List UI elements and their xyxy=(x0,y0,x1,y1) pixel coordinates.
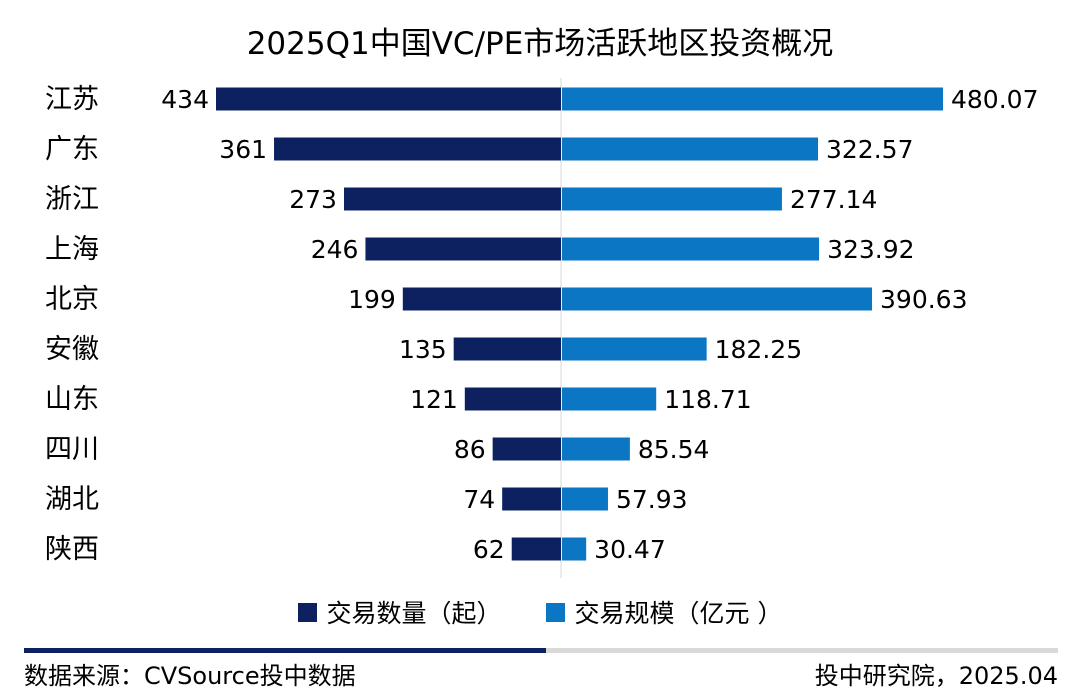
category-label: 北京 xyxy=(45,284,99,315)
bar-amount xyxy=(562,87,943,111)
bar-amount xyxy=(562,487,608,511)
legend-swatch-count xyxy=(297,602,317,622)
category-label: 山东 xyxy=(45,384,99,415)
legend-label-count: 交易数量（起） xyxy=(326,599,502,628)
bar-amount xyxy=(562,437,630,461)
data-label-count: 361 xyxy=(219,135,267,164)
data-label-count: 135 xyxy=(399,335,447,364)
chart-title: 2025Q1中国VC/PE市场活跃地区投资概况 xyxy=(246,26,834,62)
bar-count xyxy=(453,337,561,361)
legend-item-count: 交易数量（起） xyxy=(297,594,502,630)
data-label-amount: 57.93 xyxy=(616,485,688,514)
data-label-count: 74 xyxy=(463,485,495,514)
bar-amount xyxy=(562,537,587,561)
bar-count xyxy=(274,137,561,161)
legend-item-amount: 交易规模（亿元 ） xyxy=(545,594,783,630)
data-label-count: 434 xyxy=(161,85,209,114)
category-label: 广东 xyxy=(45,134,99,165)
data-label-amount: 322.57 xyxy=(826,135,913,164)
diverging-bar-chart: 江苏 434 480.07 广东 361 322.57 浙江 273 277.14 上海 246 32… xyxy=(45,78,1038,578)
category-label: 浙江 xyxy=(45,184,99,215)
footer-divider-dark xyxy=(24,648,546,653)
data-label-count: 62 xyxy=(473,535,505,564)
category-label: 四川 xyxy=(45,434,99,465)
data-label-count: 273 xyxy=(289,185,337,214)
bar-amount xyxy=(562,237,820,261)
data-label-amount: 182.25 xyxy=(715,335,802,364)
data-label-amount: 277.14 xyxy=(790,185,877,214)
bar-count xyxy=(402,287,561,311)
data-label-amount: 480.07 xyxy=(951,85,1038,114)
bar-count xyxy=(343,187,561,211)
data-label-amount: 30.47 xyxy=(594,535,666,564)
footer-divider-light xyxy=(546,648,1058,653)
data-label-count: 121 xyxy=(410,385,458,414)
source-note: 数据来源：CVSource投中数据 xyxy=(24,662,356,690)
bar-amount xyxy=(562,387,657,411)
bar-count xyxy=(464,387,561,411)
bar-count xyxy=(216,87,561,111)
category-label: 湖北 xyxy=(45,484,99,515)
legend-swatch-amount xyxy=(545,602,565,622)
bar-count xyxy=(492,437,561,461)
data-label-amount: 323.92 xyxy=(827,235,914,264)
data-label-count: 86 xyxy=(454,435,486,464)
data-label-amount: 85.54 xyxy=(638,435,710,464)
bar-amount xyxy=(562,187,782,211)
legend-label-amount: 交易规模（亿元 ） xyxy=(574,599,783,628)
bar-amount xyxy=(562,287,873,311)
data-label-count: 199 xyxy=(348,285,396,314)
bar-count xyxy=(365,237,561,261)
bar-amount xyxy=(562,337,707,361)
category-label: 陕西 xyxy=(45,534,99,565)
category-label: 上海 xyxy=(45,234,99,265)
data-label-count: 246 xyxy=(311,235,359,264)
category-label: 江苏 xyxy=(45,84,99,115)
bar-count xyxy=(502,487,561,511)
data-label-amount: 390.63 xyxy=(880,285,967,314)
credit-note: 投中研究院，2025.04 xyxy=(814,662,1058,690)
data-label-amount: 118.71 xyxy=(664,385,751,414)
category-label: 安徽 xyxy=(45,334,99,365)
bar-amount xyxy=(562,137,819,161)
legend: 交易数量（起） 交易规模（亿元 ） xyxy=(0,594,1080,630)
bar-count xyxy=(511,537,561,561)
